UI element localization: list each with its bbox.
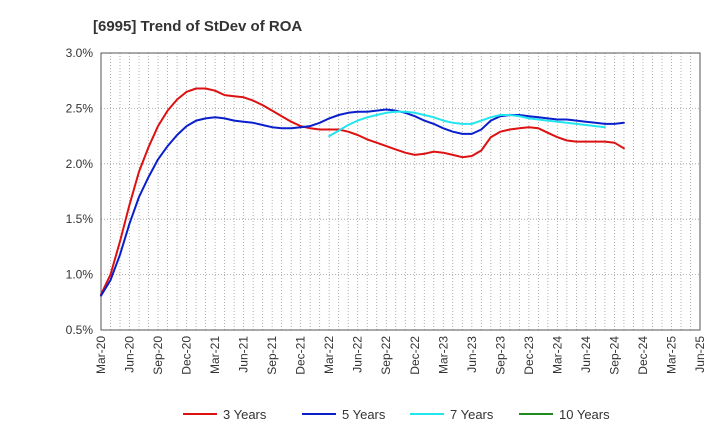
x-tick-label: Jun-23 — [465, 336, 479, 373]
y-tick-label: 0.5% — [66, 323, 94, 337]
y-tick-label: 1.0% — [66, 268, 94, 282]
y-tick-label: 3.0% — [66, 46, 94, 60]
x-tick-label: Dec-24 — [636, 336, 650, 375]
x-tick-label: Mar-20 — [94, 336, 108, 374]
x-tick-label: Jun-22 — [351, 336, 365, 373]
series-layer — [100, 87, 625, 297]
chart-title: [6995] Trend of StDev of ROA — [93, 18, 302, 35]
x-tick-label: Jun-24 — [579, 336, 593, 373]
x-tick-label: Mar-23 — [436, 336, 450, 374]
y-tick-label: 2.5% — [66, 101, 94, 115]
grid-layer — [100, 52, 701, 331]
series-line-7-years — [328, 110, 606, 138]
plot-frame — [100, 52, 701, 331]
x-tick-label: Dec-22 — [408, 336, 422, 375]
series-line-5-years — [100, 108, 625, 297]
x-tick-label: Sep-20 — [151, 336, 165, 375]
x-tick-label: Mar-22 — [322, 336, 336, 374]
legend-label: 5 Years — [342, 407, 386, 422]
x-tick-label: Mar-25 — [664, 336, 678, 374]
x-tick-label: Sep-24 — [607, 336, 621, 375]
x-tick-label: Sep-21 — [265, 336, 279, 375]
legend-label: 10 Years — [559, 407, 610, 422]
x-tick-label: Jun-21 — [237, 336, 251, 373]
x-tick-label: Sep-23 — [493, 336, 507, 375]
x-tick-label: Jun-25 — [693, 336, 707, 373]
legend: 3 Years 5 Years 7 Years 10 Years — [183, 407, 610, 422]
x-tick-label: Mar-24 — [550, 336, 564, 374]
series-line-3-years — [100, 87, 625, 296]
x-tick-label: Dec-20 — [180, 336, 194, 375]
axis-layer: 0.5% 1.0% 1.5% 2.0% 2.5% 3.0% Mar-20 Jun-20 Sep-… — [66, 46, 707, 375]
y-tick-label: 1.5% — [66, 212, 94, 226]
y-tick-label: 2.0% — [66, 157, 94, 171]
x-tick-label: Dec-21 — [294, 336, 308, 375]
x-tick-label: Jun-20 — [123, 336, 137, 373]
x-tick-label: Dec-23 — [522, 336, 536, 375]
x-tick-label: Mar-21 — [208, 336, 222, 374]
legend-label: 3 Years — [223, 407, 267, 422]
x-tick-label: Sep-22 — [379, 336, 393, 375]
legend-label: 7 Years — [450, 407, 494, 422]
